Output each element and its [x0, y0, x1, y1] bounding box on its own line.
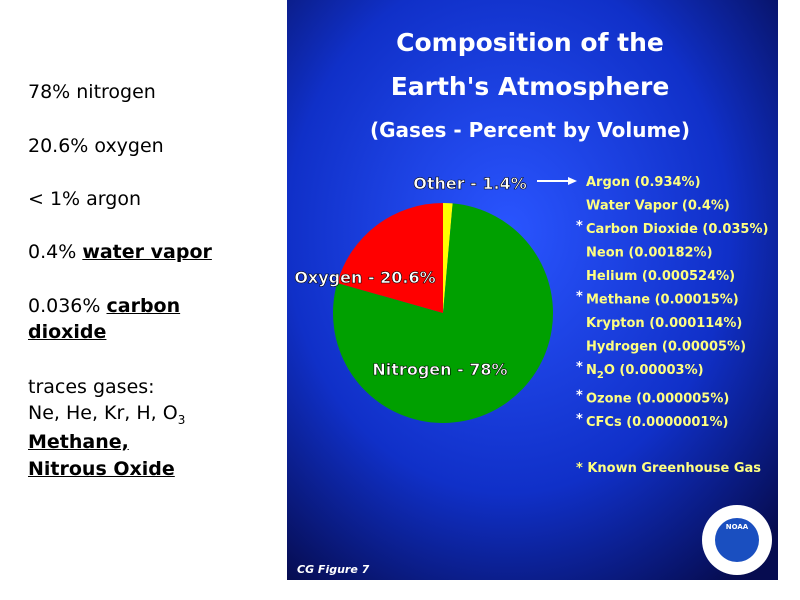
greenhouse-mark: *: [576, 389, 583, 404]
gas-name: Carbon Dioxide (0.035%): [586, 222, 768, 237]
note: traces gases:: [28, 376, 155, 398]
arrow-head: [568, 177, 577, 185]
greenhouse-mark: *: [576, 360, 583, 375]
greenhouse-mark: *: [576, 219, 583, 234]
note: 20.6% oxygen: [28, 135, 164, 157]
figure-title: Composition of the: [396, 28, 664, 57]
pie-slice: [337, 203, 443, 313]
note: 0.4% water vapor: [28, 239, 212, 265]
greenhouse-mark: *: [576, 290, 583, 305]
note: 78% nitrogen: [28, 81, 156, 103]
gas-name: Water Vapor (0.4%): [586, 199, 730, 214]
subscript: 2: [597, 370, 604, 381]
figure-title: Earth's Atmosphere: [391, 72, 670, 101]
slice-label: Oxygen - 20.6%: [294, 268, 435, 287]
greenhouse-mark: *: [576, 412, 583, 427]
gas-item: Methane (0.00015%): [586, 293, 739, 308]
gas-item: CFCs (0.0000001%): [586, 415, 728, 430]
logo-text: NOAA: [726, 523, 749, 531]
gas-name: Helium (0.000524%): [586, 269, 735, 284]
gas-name: Ozone (0.000005%): [586, 392, 729, 407]
gas-item: N2O (0.00003%): [586, 363, 704, 381]
logo-inner: [715, 518, 759, 562]
gas-name: CFCs (0.0000001%): [586, 415, 728, 430]
note: Ne, He, Kr, H, O3: [28, 400, 185, 433]
gas-item: Water Vapor (0.4%): [586, 199, 730, 214]
figure-subtitle: (Gases - Percent by Volume): [370, 118, 690, 142]
note-link: Nitrous Oxide: [28, 458, 175, 480]
pie-slice: [332, 203, 553, 424]
note-link: Methane,: [28, 431, 129, 453]
gas-name: Krypton (0.000114%): [586, 316, 742, 331]
slice-label: Nitrogen - 78%: [372, 360, 507, 379]
gas-item: Carbon Dioxide (0.035%): [586, 222, 768, 237]
gas-item: Ozone (0.000005%): [586, 392, 729, 407]
gas-name: Methane (0.00015%): [586, 293, 739, 308]
footnote: * Known Greenhouse Gas: [576, 461, 761, 476]
gas-name: N: [586, 363, 597, 378]
gas-item: Krypton (0.000114%): [586, 316, 742, 331]
slice-label: Other - 1.4%: [413, 174, 527, 193]
gas-name: Argon (0.934%): [586, 175, 701, 190]
gas-name: Hydrogen (0.00005%): [586, 340, 746, 355]
gas-name: O (0.00003%): [604, 363, 704, 378]
gas-item: Argon (0.934%): [586, 175, 701, 190]
gas-item: Hydrogen (0.00005%): [586, 340, 746, 355]
gas-item: Helium (0.000524%): [586, 269, 735, 284]
note-link: water vapor: [82, 241, 212, 263]
subscript: 3: [177, 412, 186, 427]
note-text: 0.036%: [28, 295, 107, 317]
gas-item: Neon (0.00182%): [586, 246, 713, 261]
note-link: carbon dioxide: [28, 295, 181, 343]
note-text: 0.4%: [28, 241, 83, 263]
note: 0.036% carbon dioxide: [28, 293, 228, 345]
pie-slice: [443, 203, 453, 313]
gas-name: Neon (0.00182%): [586, 246, 713, 261]
note: < 1% argon: [28, 188, 141, 210]
note-text: Ne, He, Kr, H, O: [28, 402, 178, 424]
figure-label: CG Figure 7: [297, 563, 370, 576]
